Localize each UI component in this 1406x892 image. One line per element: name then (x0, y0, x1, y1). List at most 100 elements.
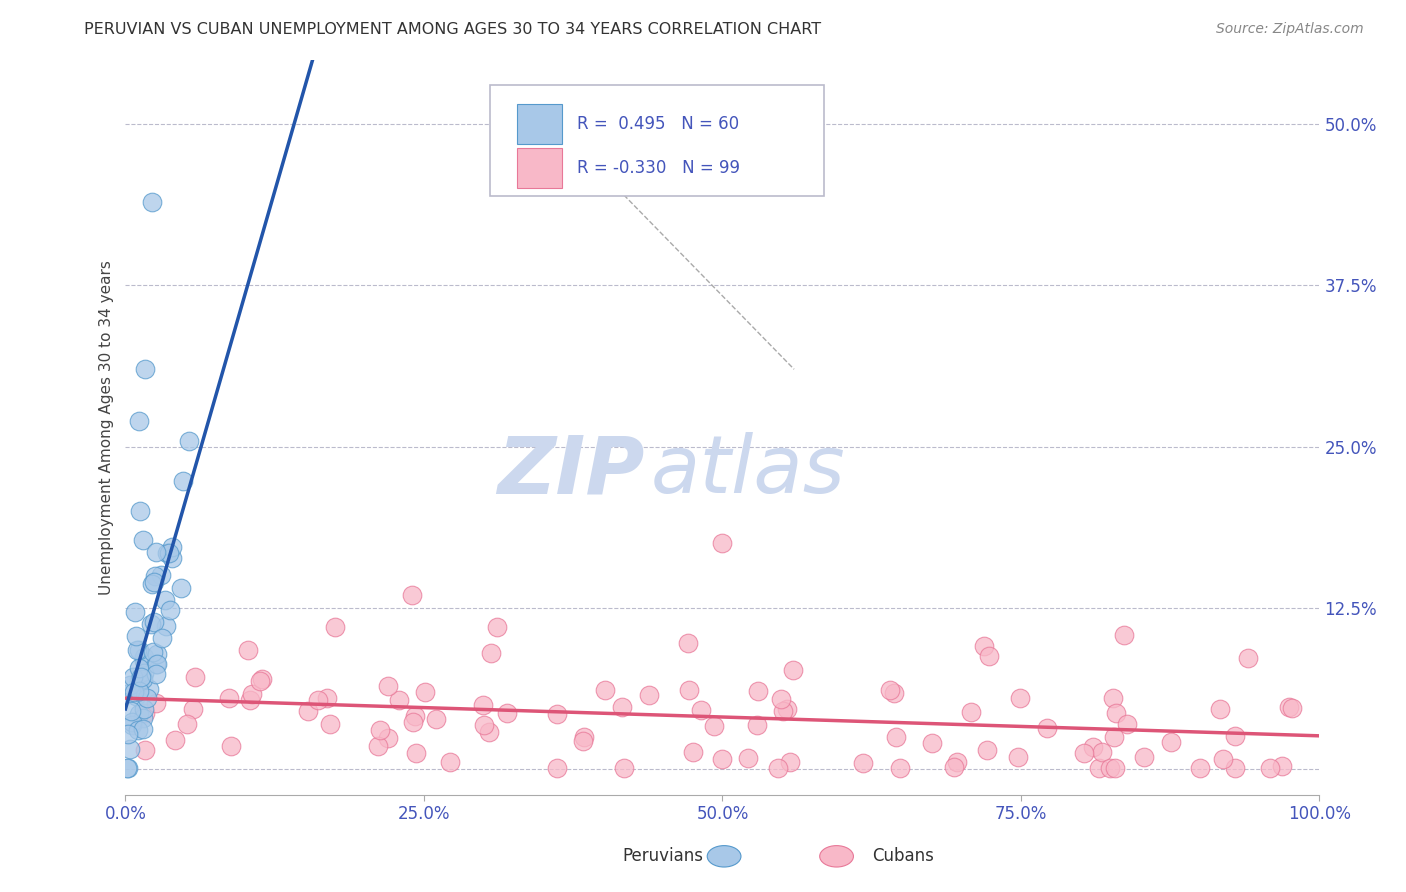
Point (128, 643, 150, 657)
Point (889, 761, 911, 775)
Point (307, 693, 329, 707)
Point (1104, 730, 1126, 744)
Point (179, 434, 201, 449)
Point (132, 702, 155, 716)
Point (368, 723, 391, 737)
Point (143, 568, 166, 582)
Point (678, 682, 700, 697)
Point (377, 731, 399, 746)
Point (120, 678, 142, 692)
Point (613, 761, 636, 775)
Point (181, 701, 204, 715)
Point (150, 568, 173, 582)
Point (782, 663, 804, 677)
Point (159, 603, 181, 617)
Point (319, 717, 342, 731)
Point (172, 474, 194, 488)
Point (884, 731, 907, 745)
Point (145, 666, 167, 681)
Point (977, 648, 1000, 663)
Point (425, 712, 447, 726)
Point (152, 631, 174, 645)
Point (1091, 745, 1114, 759)
Point (134, 650, 156, 665)
Point (118, 742, 141, 756)
Point (138, 682, 160, 697)
Point (115, 687, 138, 701)
Point (747, 684, 769, 698)
Point (132, 722, 155, 736)
Point (239, 693, 262, 707)
Point (1114, 627, 1136, 641)
Point (115, 761, 138, 775)
Point (960, 705, 983, 719)
Point (146, 647, 169, 661)
Point (546, 707, 568, 722)
FancyBboxPatch shape (489, 86, 824, 195)
Point (1188, 761, 1211, 775)
Point (145, 657, 167, 672)
Point (711, 536, 734, 550)
Text: atlas: atlas (651, 433, 845, 510)
Point (145, 545, 167, 559)
Point (125, 689, 148, 703)
Point (1212, 752, 1234, 766)
Point (710, 751, 733, 765)
Point (1105, 706, 1128, 720)
Point (297, 704, 319, 718)
Point (145, 657, 167, 672)
Point (638, 688, 661, 702)
Point (388, 692, 411, 706)
Point (496, 706, 519, 720)
Point (1258, 761, 1281, 775)
Bar (517, 103, 562, 145)
Point (1087, 761, 1109, 775)
Point (485, 620, 508, 634)
Point (703, 719, 725, 733)
Text: Peruvians: Peruvians (621, 847, 703, 865)
Point (1007, 749, 1029, 764)
Point (472, 718, 495, 732)
Point (236, 642, 259, 657)
Point (682, 745, 704, 759)
Point (249, 673, 271, 688)
Point (124, 605, 146, 619)
Point (405, 746, 427, 760)
Point (157, 546, 180, 560)
Point (572, 730, 595, 744)
Point (125, 629, 148, 643)
Point (478, 725, 501, 739)
Point (883, 686, 905, 700)
Point (879, 683, 901, 698)
Point (128, 661, 150, 675)
Point (121, 718, 143, 732)
Point (546, 761, 568, 775)
Point (689, 703, 711, 717)
Point (747, 718, 769, 732)
Point (315, 690, 337, 705)
Point (404, 709, 426, 723)
Point (141, 194, 163, 209)
Point (156, 546, 179, 560)
Point (139, 617, 162, 632)
Point (184, 670, 207, 684)
Point (1208, 702, 1230, 716)
Point (135, 690, 157, 705)
Y-axis label: Unemployment Among Ages 30 to 34 years: Unemployment Among Ages 30 to 34 years (100, 260, 114, 595)
Point (1225, 729, 1247, 743)
Text: R = -0.330   N = 99: R = -0.330 N = 99 (576, 160, 740, 178)
Point (1132, 750, 1154, 764)
Point (377, 679, 399, 693)
Point (218, 690, 240, 705)
Point (973, 640, 995, 654)
Text: R =  0.495   N = 60: R = 0.495 N = 60 (576, 115, 740, 133)
Point (155, 593, 177, 607)
Point (852, 756, 875, 771)
Point (160, 540, 183, 554)
Point (122, 670, 145, 684)
Point (415, 684, 437, 698)
Text: Cubans: Cubans (872, 847, 934, 865)
Point (142, 615, 165, 629)
Point (769, 692, 792, 706)
Point (471, 698, 494, 713)
